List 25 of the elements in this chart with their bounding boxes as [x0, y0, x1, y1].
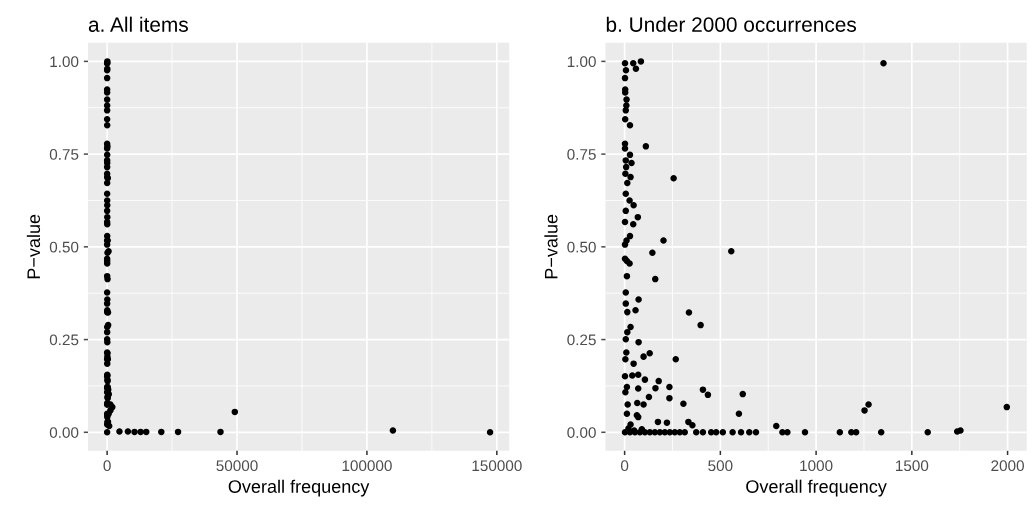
x-tick-label: 0 — [620, 460, 629, 472]
y-tick-label: 0.75 — [567, 148, 596, 160]
x-tick-label: 100000 — [342, 460, 392, 472]
y-axis-title: P−value — [26, 214, 41, 279]
y-tick-label: 0.75 — [49, 148, 79, 160]
y-tick-label: 0.25 — [567, 334, 596, 346]
x-tick-label: 150000 — [472, 460, 522, 472]
chart-title: a. All items — [88, 16, 188, 32]
x-tick-label: 0 — [103, 460, 111, 472]
y-tick-label: 0.50 — [49, 241, 79, 253]
x-tick-label: 2000 — [991, 460, 1024, 472]
x-axis-title: Overall frequency — [746, 479, 887, 497]
y-tick-label: 1.00 — [567, 56, 596, 68]
y-tick-label: 0.00 — [567, 427, 596, 438]
x-axis-title: Overall frequency — [228, 479, 370, 497]
y-tick-label: 0.50 — [567, 241, 596, 253]
x-tick-label: 1500 — [896, 460, 929, 472]
x-tick-label: 1000 — [800, 460, 833, 472]
chart-title: b. Under 2000 occurrences — [606, 16, 857, 32]
y-tick-label: 0.25 — [49, 334, 79, 346]
y-axis-title: P−value — [544, 214, 558, 279]
x-tick-label: 500 — [708, 460, 733, 472]
x-tick-label: 50000 — [216, 460, 258, 472]
y-tick-label: 1.00 — [50, 56, 79, 68]
y-tick-label: 0.00 — [49, 427, 79, 438]
